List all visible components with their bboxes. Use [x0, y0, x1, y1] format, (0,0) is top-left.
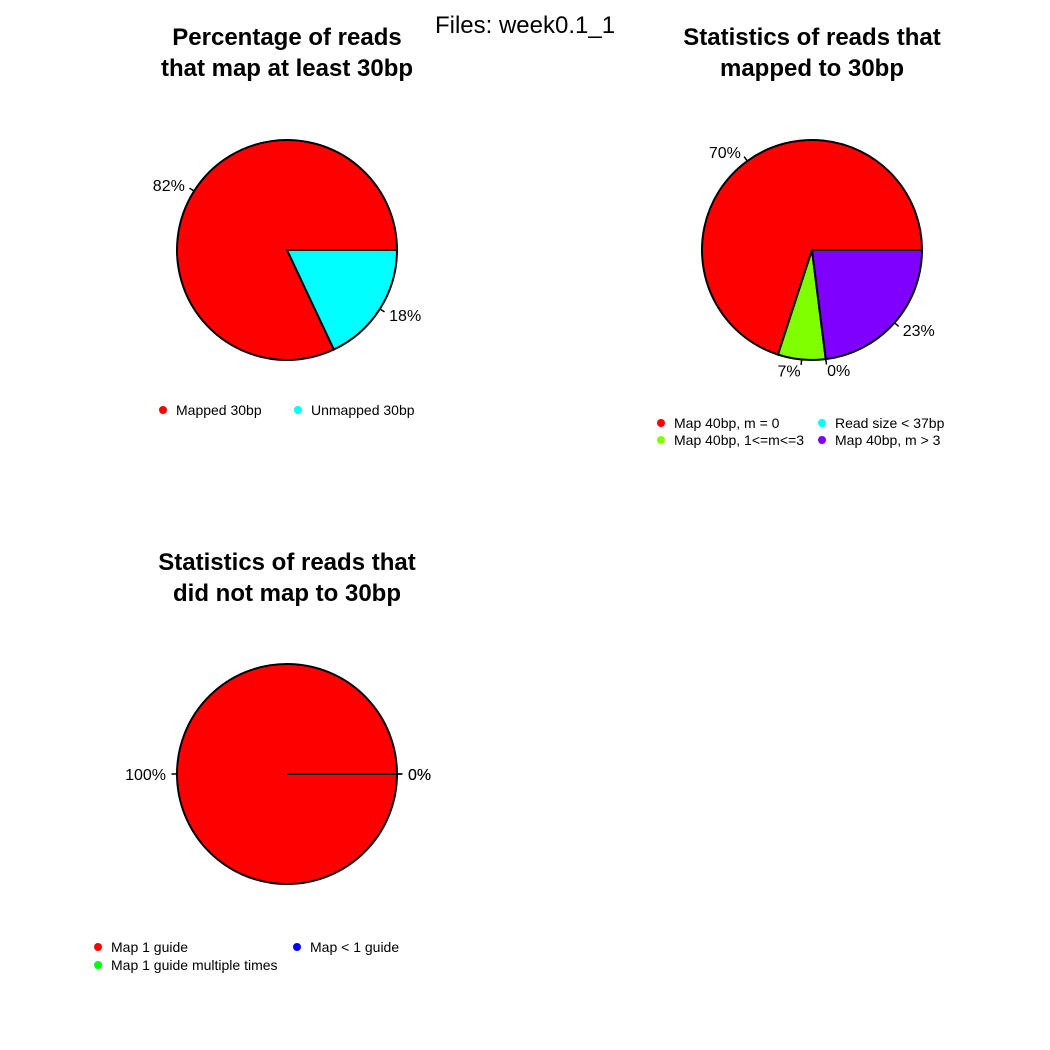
- legend-label: Mapped 30bp: [176, 402, 262, 418]
- slice-label: 18%: [389, 308, 421, 325]
- figure-title: Files: week0.1_1: [435, 12, 615, 39]
- legend-label: Map 40bp, m = 0: [674, 415, 780, 431]
- pie-slice: [285, 249, 399, 351]
- legend-marker: [94, 943, 102, 951]
- pie-chart-unmapped-stats: Statistics of reads that did not map to 3…: [94, 549, 431, 973]
- pie-chart-mapped-stats: Statistics of reads that mapped to 30bp 70…: [657, 24, 945, 448]
- legend-marker: [818, 436, 826, 444]
- chart-title-line: mapped to 30bp: [720, 55, 904, 82]
- legend-marker: [294, 406, 302, 414]
- slice-label: 100%: [125, 767, 166, 784]
- legend-marker: [657, 436, 665, 444]
- legend-marker: [293, 943, 301, 951]
- legend-label: Map 1 guide: [111, 939, 188, 955]
- chart-title-line: Statistics of reads that: [158, 549, 415, 576]
- chart-title-line: did not map to 30bp: [173, 580, 401, 607]
- chart-title-line: that map at least 30bp: [161, 55, 413, 82]
- legend-marker: [818, 419, 826, 427]
- pie-slice: [810, 249, 924, 361]
- legend-label: Map 40bp, m > 3: [835, 432, 941, 448]
- pie-chart-mapped-30bp: Percentage of reads that map at least 30b…: [153, 24, 421, 418]
- slice-label-tick: [800, 359, 803, 366]
- chart-title-line: Percentage of reads: [172, 24, 401, 51]
- legend-marker: [94, 961, 102, 969]
- slice-label-tick: [189, 187, 195, 192]
- legend-label: Unmapped 30bp: [311, 402, 415, 418]
- slice-label-tick: [894, 322, 900, 327]
- slice-label: 0%: [827, 363, 850, 380]
- slice-label: 7%: [777, 363, 800, 380]
- slice-label: 70%: [709, 145, 741, 162]
- chart-title-line: Statistics of reads that: [683, 24, 940, 51]
- legend-label: Read size < 37bp: [835, 415, 945, 431]
- slice-label: 0%: [408, 767, 431, 784]
- legend-marker: [657, 419, 665, 427]
- slice-label: 23%: [903, 323, 935, 340]
- legend-marker: [159, 406, 167, 414]
- slice-label: 0%: [408, 767, 431, 784]
- legend-label: Map 40bp, 1<=m<=3: [674, 432, 804, 448]
- legend-label: Map 1 guide multiple times: [111, 957, 278, 973]
- legend-label: Map < 1 guide: [310, 939, 399, 955]
- slice-label-tick: [743, 156, 748, 162]
- slice-label-tick: [379, 308, 385, 313]
- slice-label: 82%: [153, 178, 185, 195]
